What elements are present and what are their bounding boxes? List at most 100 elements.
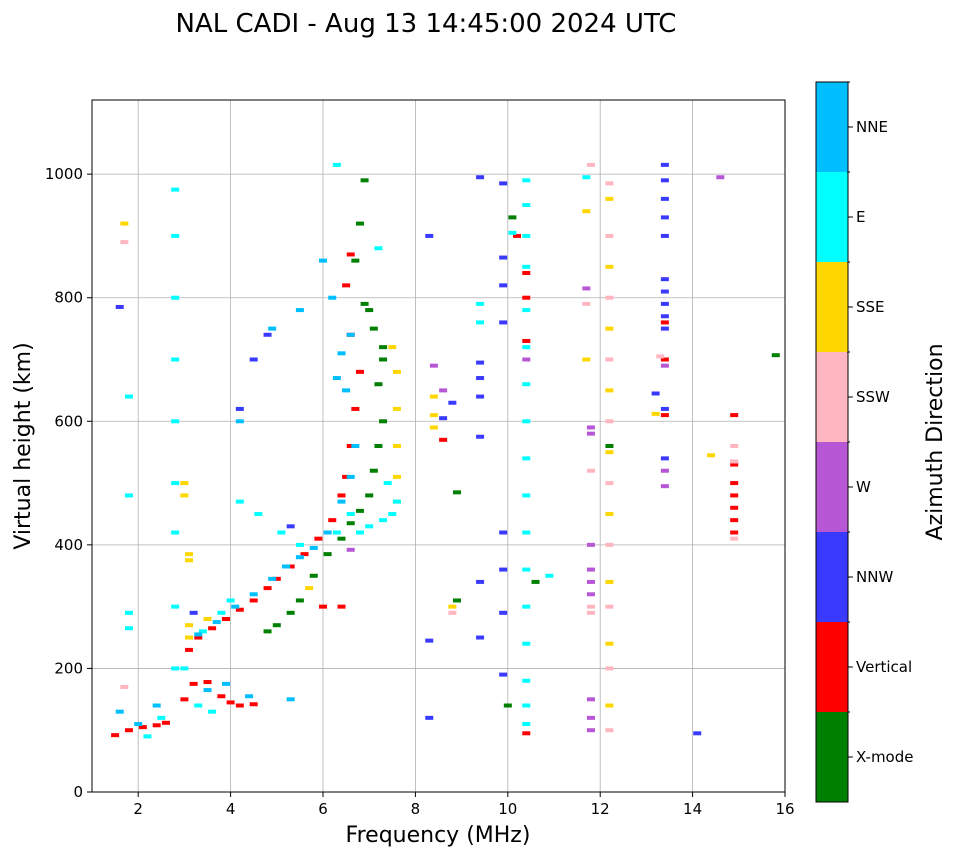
mark-e-22 xyxy=(522,308,531,313)
mark-nnw-28 xyxy=(425,233,434,238)
mark-vertical-37 xyxy=(730,462,739,467)
mark-vertical-1 xyxy=(124,728,133,733)
mark-nnw-23 xyxy=(476,376,485,381)
mark-nne-1 xyxy=(134,722,143,727)
colorbar-label-2: NNW xyxy=(856,568,893,586)
mark-sse-25 xyxy=(392,444,401,448)
mark-e-31 xyxy=(522,641,531,646)
mark-sse-16 xyxy=(605,326,614,331)
mark-nnw-13 xyxy=(476,175,485,180)
mark-nnw-21 xyxy=(499,672,508,677)
mark-nnw-38 xyxy=(189,610,198,615)
mark-x-mode-3 xyxy=(295,598,304,603)
mark-sse-5 xyxy=(180,481,189,486)
x-axis-label: Frequency (MHz) xyxy=(346,823,531,848)
mark-vertical-49 xyxy=(319,604,327,609)
mark-nne-16 xyxy=(337,499,346,504)
mark-nne-19 xyxy=(342,388,351,393)
mark-e-42 xyxy=(392,499,401,504)
mark-vertical-24 xyxy=(337,493,346,498)
mark-sse-20 xyxy=(605,579,614,584)
mark-vertical-17 xyxy=(249,598,258,603)
mark-nnw-20 xyxy=(499,610,508,615)
mark-nnw-16 xyxy=(499,283,508,288)
mark-ssw-4 xyxy=(605,181,614,186)
x-axis: 2 4 6 8 10 12 14 16 xyxy=(133,792,795,818)
mark-vertical-39 xyxy=(660,413,669,418)
mark-vertical-43 xyxy=(522,338,531,343)
mark-nnw-10 xyxy=(660,406,669,411)
mark-nnw-1 xyxy=(660,178,669,183)
mark-w-8 xyxy=(586,728,595,733)
mark-nnw-7 xyxy=(660,301,669,306)
mark-nnw-18 xyxy=(499,530,508,535)
mark-x-mode-26 xyxy=(452,598,461,603)
mark-vertical-3 xyxy=(152,723,161,728)
mark-nne-27 xyxy=(295,308,304,313)
mark-vertical-5 xyxy=(180,697,189,702)
mark-ssw-13 xyxy=(605,728,614,733)
mark-nnw-39 xyxy=(286,524,295,529)
mark-sse-4 xyxy=(180,493,189,498)
mark-ssw-10 xyxy=(605,542,614,547)
mark-e-37 xyxy=(476,320,485,325)
mark-w-2 xyxy=(586,542,595,547)
mark-nnw-4 xyxy=(660,233,669,238)
mark-nnw-27 xyxy=(476,635,485,640)
y-tick-label-5: 1000 xyxy=(45,165,83,183)
mark-w-15 xyxy=(582,286,591,291)
mark-nnw-19 xyxy=(499,567,508,572)
mark-nne-11 xyxy=(268,576,277,581)
mark-x-mode-15 xyxy=(369,326,378,331)
mark-sse-30 xyxy=(203,617,212,621)
y-tick-label-0: 0 xyxy=(73,783,83,801)
mark-e-6 xyxy=(171,530,180,535)
mark-x-mode-7 xyxy=(346,521,355,526)
mark-w-12 xyxy=(716,175,725,180)
mark-e-21 xyxy=(522,264,531,269)
mark-nnw-11 xyxy=(660,456,669,461)
mark-e-49 xyxy=(332,530,341,535)
mark-nnw-9 xyxy=(660,326,669,331)
mark-ssw-14 xyxy=(730,536,739,541)
y-axis-label: Virtual height (km) xyxy=(11,342,36,549)
mark-nne-21 xyxy=(337,351,346,356)
y-tick-label-1: 200 xyxy=(54,659,83,677)
mark-ssw-18 xyxy=(120,684,129,689)
mark-x-mode-2 xyxy=(286,610,295,615)
mark-e-50 xyxy=(235,499,244,504)
mark-sse-10 xyxy=(448,604,457,609)
mark-ssw-6 xyxy=(605,295,614,300)
colorbar-segment-3 xyxy=(816,442,848,532)
mark-vertical-47 xyxy=(439,437,448,442)
mark-e-39 xyxy=(582,175,591,180)
mark-nnw-25 xyxy=(476,434,485,439)
mark-e-24 xyxy=(522,382,531,387)
mark-nne-0 xyxy=(115,709,124,714)
colorbar-label-1: Vertical xyxy=(856,658,912,676)
mark-ssw-1 xyxy=(586,610,595,615)
colorbar-segment-1 xyxy=(816,622,848,712)
mark-e-20 xyxy=(522,233,531,238)
data-marks xyxy=(111,162,780,739)
mark-nne-24 xyxy=(319,258,327,263)
mark-nnw-6 xyxy=(660,289,669,294)
mark-vertical-46 xyxy=(522,295,531,300)
mark-w-10 xyxy=(660,468,669,473)
mark-x-mode-1 xyxy=(272,623,281,628)
mark-vertical-32 xyxy=(730,530,739,535)
mark-e-19 xyxy=(522,203,531,208)
mark-sse-14 xyxy=(605,196,614,201)
mark-vertical-33 xyxy=(730,518,739,523)
mark-sse-13 xyxy=(707,453,716,458)
mark-vertical-15 xyxy=(221,617,230,621)
mark-e-53 xyxy=(295,542,304,547)
mark-e-1 xyxy=(171,233,180,238)
x-tick-label-0: 2 xyxy=(133,800,143,818)
mark-nne-14 xyxy=(309,545,318,550)
mark-sse-7 xyxy=(429,425,438,430)
mark-vertical-35 xyxy=(730,493,739,498)
mark-e-0 xyxy=(171,187,180,192)
grid-lines xyxy=(92,100,785,792)
mark-nne-17 xyxy=(346,474,355,479)
